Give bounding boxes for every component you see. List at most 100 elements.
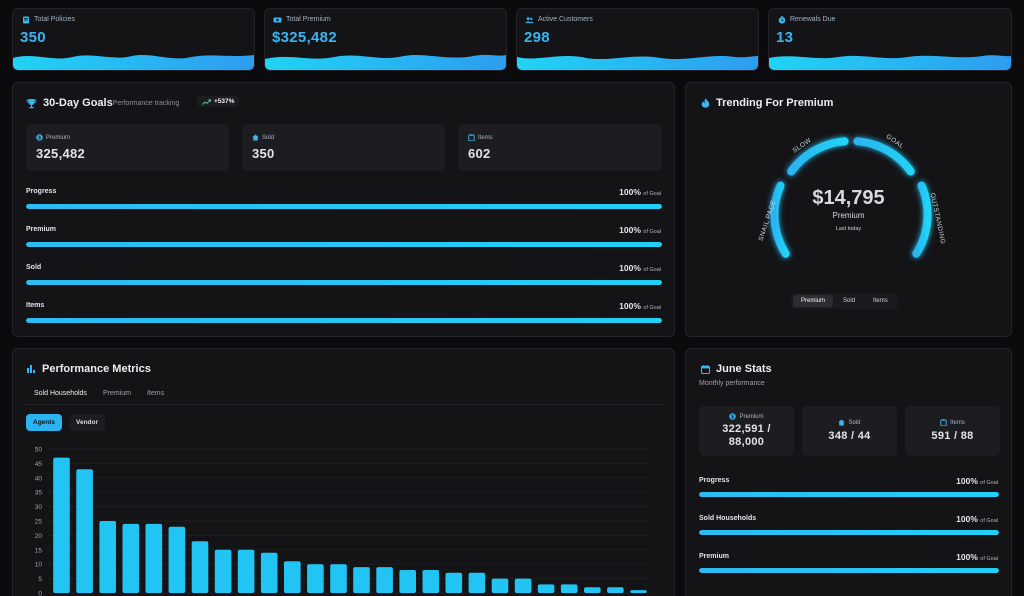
y-tick-label: 50 [35, 447, 43, 454]
progress-bar [699, 530, 999, 535]
filter-agents[interactable]: Agents [26, 414, 63, 431]
progress-suffix: of Goal [643, 267, 661, 273]
chart-bar[interactable] [76, 469, 93, 593]
calendar-icon [700, 364, 710, 374]
chart-bar[interactable] [168, 526, 186, 593]
chart-bar[interactable] [537, 584, 555, 593]
chart-bar[interactable] [445, 572, 463, 593]
progress-label: Premium [26, 226, 56, 233]
chart-bar[interactable] [491, 578, 509, 593]
chart-bar[interactable] [214, 549, 232, 593]
stat-value: 591 / 88 [931, 430, 974, 442]
trending-segmented-control: Premium Sold Items [791, 293, 898, 309]
flame-icon [700, 98, 710, 108]
goal-stat-premium: $ Premium 325,482 [26, 124, 229, 171]
gauge-value: $14,795 [812, 187, 885, 209]
svg-text:$: $ [732, 414, 735, 420]
premium-gauge: SNAIL PACE SLOW GOAL OUTSTANDING [758, 133, 946, 258]
kpi-label: Total Policies [34, 16, 75, 23]
kpi-value: 298 [524, 29, 550, 46]
june-subtitle: Monthly performance [699, 380, 765, 387]
chart-bar[interactable] [237, 549, 255, 593]
gauge-segment-goal [853, 137, 915, 176]
kpi-sparkline [13, 55, 254, 70]
chart-bar[interactable] [376, 567, 393, 593]
tab-items[interactable]: Items [146, 390, 165, 397]
tab-premium[interactable]: Premium [102, 390, 131, 397]
gauge-segment-snail-pace [770, 181, 790, 258]
stat-value: 350 [252, 146, 275, 161]
stat-label: Sold [848, 419, 861, 426]
progress-suffix: of Goal [980, 556, 998, 562]
chart-bar[interactable] [560, 584, 578, 593]
stat-label: Items [478, 134, 493, 141]
trend-up-icon [202, 98, 211, 105]
kpi-card-renewals: Renewals Due 13 [768, 8, 1012, 71]
segment-items[interactable]: Items [873, 298, 888, 304]
home-icon [838, 419, 846, 426]
progress-bar [26, 204, 662, 209]
kpi-label: Renewals Due [790, 16, 836, 23]
chart-bar[interactable] [191, 541, 209, 593]
chart-bar[interactable] [630, 590, 647, 593]
chart-bar[interactable] [422, 570, 440, 593]
progress-label: Premium [699, 553, 729, 560]
chart-bar[interactable] [584, 587, 601, 593]
chart-bar[interactable] [122, 523, 140, 593]
trending-panel: Trending For Premium SNAIL PACE SLOW GOA… [685, 82, 1012, 337]
chart-bar[interactable] [330, 564, 347, 593]
progress-pct: 100% [956, 514, 978, 524]
y-tick-label: 25 [35, 519, 43, 526]
progress-suffix: of Goal [980, 518, 998, 524]
bar-chart-icon [26, 364, 36, 374]
y-tick-label: 30 [35, 504, 43, 511]
stat-value-line1: 322,591 / [722, 423, 771, 435]
kpi-value: $325,482 [272, 29, 337, 46]
dollar-icon: $ [729, 413, 737, 420]
chart-bar[interactable] [99, 521, 116, 593]
stat-label: Sold [262, 134, 275, 141]
june-stat-sold: Sold 348 / 44 [802, 406, 897, 456]
filter-vendor[interactable]: Vendor [69, 414, 106, 431]
progress-pct: 100% [619, 187, 641, 197]
progress-pct: 100% [956, 476, 978, 486]
growth-badge-value: +537% [214, 98, 235, 105]
y-tick-label: 45 [35, 461, 43, 468]
june-stat-premium: $ Premium 322,591 /88,000 [699, 406, 794, 456]
progress-label: Sold [26, 264, 42, 271]
home-icon [252, 134, 259, 141]
chart-bar[interactable] [468, 572, 486, 593]
metrics-tabs: Sold Households Premium Items [26, 390, 172, 405]
chart-bar[interactable] [145, 523, 163, 593]
chart-bar[interactable] [353, 567, 370, 593]
chart-bar[interactable] [399, 570, 416, 593]
chart-bar[interactable] [607, 587, 624, 593]
goal-stat-sold: Sold 350 [242, 124, 445, 171]
kpi-label: Active Customers [538, 16, 593, 23]
segment-premium[interactable]: Premium [793, 295, 834, 307]
y-tick-label: 35 [35, 490, 43, 497]
chart-bar[interactable] [307, 564, 324, 593]
kpi-card-premium: Total Premium $325,482 [264, 8, 507, 71]
gauge-segment-outstanding [912, 181, 932, 258]
y-tick-label: 15 [35, 547, 43, 554]
y-tick-label: 5 [38, 576, 42, 583]
dollar-icon: $ [36, 134, 43, 141]
y-tick-label: 0 [38, 591, 42, 596]
progress-pct: 100% [619, 263, 641, 273]
chart-bar[interactable] [514, 578, 532, 593]
progress-bar [699, 492, 999, 497]
gauge-segment-slow [787, 137, 849, 176]
stat-label: Premium [46, 134, 71, 141]
chart-bar[interactable] [284, 561, 301, 593]
chart-bar[interactable] [53, 457, 70, 593]
progress-label: Sold Households [699, 515, 757, 522]
progress-label: Progress [26, 188, 57, 195]
goals-subtitle: Performance tracking [112, 99, 180, 107]
chart-bar[interactable] [260, 552, 278, 593]
tab-sold-households[interactable]: Sold Households [26, 390, 95, 405]
progress-label: Progress [699, 477, 730, 484]
segment-sold[interactable]: Sold [843, 298, 856, 304]
stat-value: 348 / 44 [828, 430, 871, 442]
y-tick-label: 40 [35, 475, 43, 482]
